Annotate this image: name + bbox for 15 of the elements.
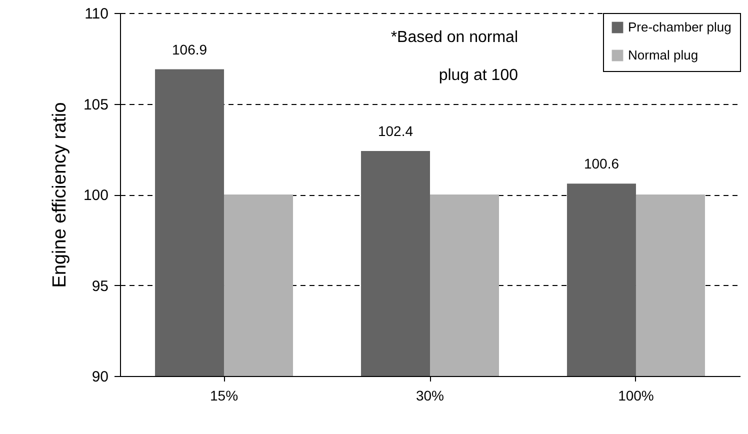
data-label: 100.6 — [584, 156, 620, 172]
x-tick-label: 30% — [416, 388, 444, 404]
data-label: 106.9 — [172, 41, 208, 58]
y-tick-label: 105 — [83, 96, 108, 114]
data-label: 102.4 — [378, 122, 414, 139]
y-tick-label: 110 — [84, 6, 108, 22]
text: *Based on normal plug at 100 — [390, 29, 518, 84]
y-axis-title: Engine efficiency ratio — [49, 102, 70, 288]
y-tick-label: 95 — [92, 278, 108, 295]
legend-label: Normal plug — [628, 48, 698, 62]
y-tick-label: 90 — [92, 368, 108, 386]
y-tick-label: 100 — [83, 187, 108, 204]
x-tick-label: 15% — [210, 388, 238, 404]
x-tick-label: 100% — [618, 388, 654, 404]
legend-label: Pre-chamber plug — [628, 20, 732, 34]
